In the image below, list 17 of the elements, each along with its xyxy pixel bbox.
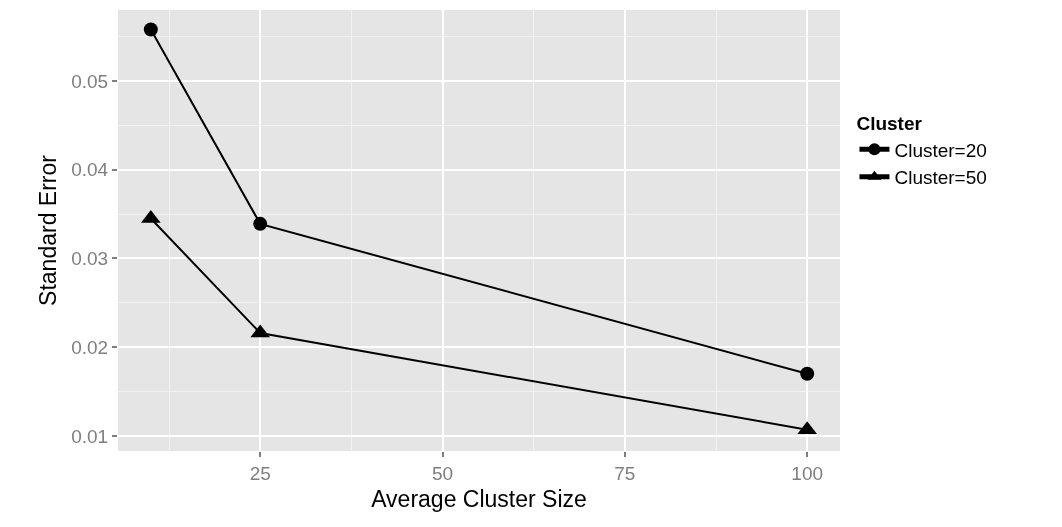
point [253, 216, 268, 231]
x-tick-label: 75 [614, 462, 636, 484]
y-tick-label: 0.02 [71, 336, 109, 358]
legend-title: Cluster [856, 113, 923, 135]
legend-label: Cluster=20 [894, 139, 987, 161]
y-tick-label: 0.01 [71, 425, 109, 447]
y-tick-label: 0.03 [71, 248, 109, 270]
y-axis-title: Standard Error [34, 154, 61, 306]
point [143, 22, 158, 37]
x-tick-label: 25 [249, 462, 271, 484]
x-tick-label: 50 [431, 462, 454, 484]
legend-label: Cluster=50 [894, 167, 987, 189]
y-tick-label: 0.04 [71, 159, 109, 181]
x-tick-label: 100 [791, 462, 824, 484]
x-axis-title: Average Cluster Size [371, 486, 587, 513]
point [800, 366, 815, 381]
y-tick-label: 0.05 [71, 70, 109, 92]
